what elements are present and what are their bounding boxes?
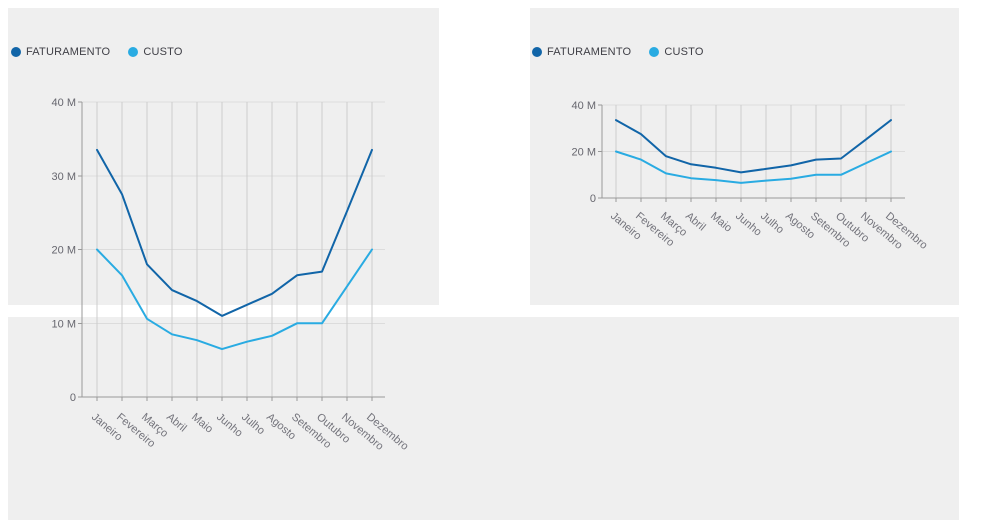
legend-item-custo[interactable]: CUSTO — [649, 46, 703, 58]
right-chart-legend: FATURAMENTO CUSTO — [532, 45, 704, 59]
x-axis-month-label: Julho — [758, 210, 786, 236]
custo-series-dot-icon — [649, 47, 660, 57]
legend-label-faturamento: FATURAMENTO — [547, 46, 632, 58]
y-axis-tick-label: 20 M — [572, 147, 596, 159]
x-axis-month-label: Maio — [708, 210, 734, 235]
faturamento-series-dot-icon — [532, 47, 542, 57]
custo-series-dot-icon — [128, 47, 139, 57]
legend-label-faturamento: FATURAMENTO — [26, 46, 111, 58]
y-axis-tick-label: 20 M — [52, 245, 76, 257]
left-chart-legend: FATURAMENTO CUSTO — [11, 45, 183, 59]
y-axis-tick-label: 40 M — [52, 97, 76, 109]
series-line-custo[interactable] — [615, 150, 892, 184]
x-axis-month-label: Junho — [733, 210, 764, 238]
y-axis-tick-label: 0 — [70, 392, 76, 404]
widget-panel-bottom — [8, 317, 959, 520]
series-line-custo[interactable] — [96, 248, 373, 351]
legend-item-faturamento[interactable]: FATURAMENTO — [532, 46, 631, 58]
legend-item-faturamento[interactable]: FATURAMENTO — [11, 46, 110, 58]
series-line-faturamento[interactable] — [615, 119, 892, 174]
legend-label-custo: CUSTO — [664, 46, 704, 58]
legend-label-custo: CUSTO — [143, 46, 183, 58]
faturamento-series-dot-icon — [11, 47, 21, 57]
y-axis-tick-label: 0 — [590, 193, 596, 205]
y-axis-tick-label: 30 M — [52, 171, 76, 183]
series-line-faturamento[interactable] — [96, 148, 373, 317]
y-axis-tick-label: 10 M — [52, 318, 76, 330]
y-axis-tick-label: 40 M — [572, 100, 596, 112]
legend-item-custo[interactable]: CUSTO — [128, 46, 182, 58]
